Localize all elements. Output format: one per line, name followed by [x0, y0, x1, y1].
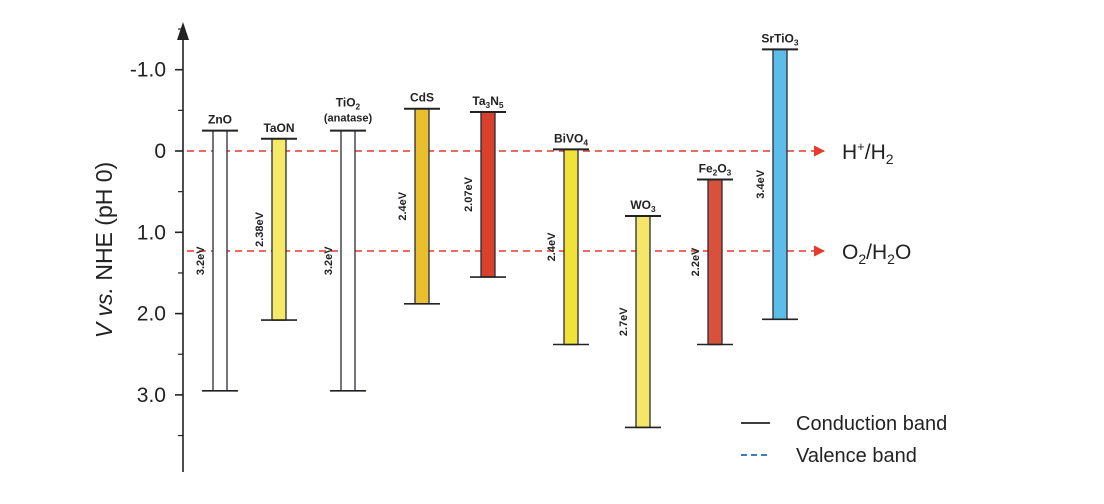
band-bar [271, 138, 287, 321]
band-gap-label: 3.4eV [755, 169, 767, 198]
material-sublabel: (anatase) [324, 113, 373, 125]
y-tick-label: 1.0 [137, 221, 166, 244]
y-ticks: -1.0 0 1.0 2.0 3.0 [130, 28, 183, 437]
reference-lines: H+/H2 O2/H2O [187, 139, 911, 267]
legend-label: Valence band [796, 445, 917, 467]
material-label: ZnO [208, 113, 232, 127]
band-gap-label: 2.4eV [397, 191, 409, 220]
y-tick-label: 3.0 [137, 384, 166, 407]
band-gap-label: 2.2eV [690, 247, 702, 276]
reference-label: O2/H2O [842, 241, 911, 267]
legend: Conduction band Valence band [741, 413, 947, 467]
band-group: Fe2​O3​ 2.2eV [690, 161, 733, 346]
band-gap-label: 2.4eV [546, 232, 558, 261]
y-axis-title: V vs. NHE (pH 0) [91, 162, 117, 338]
band-bar [340, 130, 356, 392]
band-group: ZnO 3.2eV [195, 113, 238, 392]
reference-label: H+/H2 [842, 139, 894, 167]
band-bar [635, 215, 651, 429]
band-group: TiO2​(anatase) 3.2eV [323, 96, 373, 392]
band-group: SrTiO3​ 3.4eV [755, 31, 799, 321]
y-axis-arrowhead [177, 22, 189, 40]
band-gap-label: 3.2eV [195, 246, 207, 275]
material-label: CdS [410, 91, 434, 105]
material-label: TaON [263, 121, 294, 135]
band-group: Ta3​N5​ 2.07eV [463, 94, 506, 278]
band-gap-label: 2.7eV [618, 307, 630, 336]
material-label: TiO2​ [336, 96, 361, 112]
band-group: TaON 2.38eV [254, 121, 297, 321]
band-gap-label: 3.2eV [323, 246, 335, 275]
band-group: WO3​ 2.7eV [618, 198, 661, 429]
material-label: SrTiO3​ [761, 31, 798, 47]
band-bar [707, 178, 723, 346]
band-bars: ZnO 3.2eV TaON 2.38eV TiO2​(anatase) 3.2eV CdS… [195, 31, 799, 429]
material-label: WO3​ [630, 198, 656, 214]
band-group: CdS 2.4eV [397, 91, 440, 305]
y-tick-label: 0 [154, 140, 166, 163]
material-label: BiVO4​ [554, 131, 588, 147]
band-group: BiVO4​ 2.4eV [546, 131, 589, 346]
band-bar [480, 111, 496, 278]
band-bar [772, 48, 788, 320]
band-gap-label: 2.07eV [463, 176, 475, 212]
band-bar [414, 108, 430, 305]
material-label: Fe2​O3​ [699, 161, 732, 177]
band-gap-label: 2.38eV [254, 211, 266, 247]
legend-label: Conduction band [796, 413, 947, 435]
band-bar [212, 130, 228, 392]
y-tick-label: 2.0 [137, 303, 166, 326]
band-bar [563, 148, 579, 346]
y-tick-label: -1.0 [130, 59, 166, 82]
material-label: Ta3​N5​ [472, 94, 503, 110]
